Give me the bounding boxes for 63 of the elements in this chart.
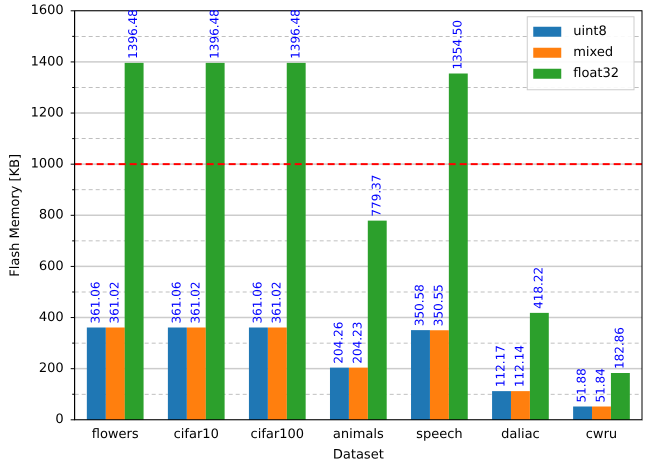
data-label: 361.02 bbox=[269, 282, 284, 324]
data-label: 418.22 bbox=[531, 266, 546, 309]
data-label: 112.17 bbox=[494, 345, 508, 388]
bar bbox=[268, 328, 287, 420]
bar bbox=[530, 312, 549, 420]
bar bbox=[610, 373, 630, 420]
y-tick-label: 0 bbox=[55, 412, 64, 428]
bar bbox=[286, 62, 306, 420]
bar bbox=[411, 330, 430, 420]
data-label: 1396.48 bbox=[288, 9, 302, 59]
x-tick-label: cwru bbox=[586, 426, 618, 442]
x-tick-label: cifar100 bbox=[250, 426, 304, 442]
data-label: 361.06 bbox=[88, 282, 102, 324]
data-label: 361.02 bbox=[188, 282, 202, 324]
bar bbox=[186, 328, 206, 420]
data-label: 1396.48 bbox=[207, 9, 222, 59]
data-label: 779.37 bbox=[369, 174, 384, 217]
bar bbox=[492, 391, 511, 420]
bar bbox=[248, 328, 268, 420]
y-tick-label: 1400 bbox=[30, 54, 64, 70]
data-label: 51.88 bbox=[574, 368, 589, 403]
bar bbox=[124, 62, 144, 420]
y-axis-title: Flash Memory [KB] bbox=[8, 154, 24, 277]
data-label: 204.26 bbox=[332, 322, 346, 364]
legend-label: float32 bbox=[573, 66, 619, 82]
bar bbox=[330, 368, 349, 420]
bar bbox=[168, 328, 187, 420]
y-tick-label: 1600 bbox=[30, 3, 64, 18]
bar bbox=[510, 391, 530, 420]
y-tick-label: 1000 bbox=[30, 156, 64, 172]
bar bbox=[573, 406, 592, 420]
data-label: 361.06 bbox=[169, 282, 184, 324]
bar bbox=[430, 330, 449, 420]
x-tick-label: daliac bbox=[501, 426, 540, 442]
bar bbox=[368, 220, 387, 420]
data-label: 112.14 bbox=[512, 345, 527, 388]
legend-label: mixed bbox=[573, 45, 614, 60]
data-label: 361.06 bbox=[250, 282, 265, 324]
data-label: 361.02 bbox=[107, 282, 122, 324]
data-label: 182.86 bbox=[612, 327, 627, 370]
data-label: 51.84 bbox=[594, 368, 608, 403]
data-label: 204.23 bbox=[350, 322, 364, 364]
bar bbox=[348, 368, 368, 420]
y-tick-label: 1200 bbox=[30, 105, 64, 120]
x-axis-title: Dataset bbox=[332, 448, 384, 463]
data-label: 350.55 bbox=[432, 284, 446, 326]
legend-label: uint8 bbox=[573, 24, 607, 40]
data-label: 1354.50 bbox=[450, 20, 464, 70]
bar bbox=[206, 62, 225, 420]
x-tick-label: flowers bbox=[92, 426, 139, 442]
y-tick-label: 600 bbox=[38, 258, 64, 274]
bar bbox=[448, 74, 468, 420]
data-label: 1396.48 bbox=[126, 9, 140, 59]
y-tick-label: 400 bbox=[38, 310, 64, 325]
y-tick-label: 800 bbox=[38, 208, 64, 223]
bar bbox=[106, 328, 125, 420]
x-tick-label: speech bbox=[416, 426, 463, 442]
x-tick-label: cifar10 bbox=[174, 426, 219, 442]
y-tick-label: 200 bbox=[38, 361, 64, 376]
data-label: 350.58 bbox=[412, 284, 427, 326]
x-tick-label: animals bbox=[332, 426, 384, 442]
bar bbox=[592, 406, 611, 420]
bar bbox=[86, 328, 106, 420]
